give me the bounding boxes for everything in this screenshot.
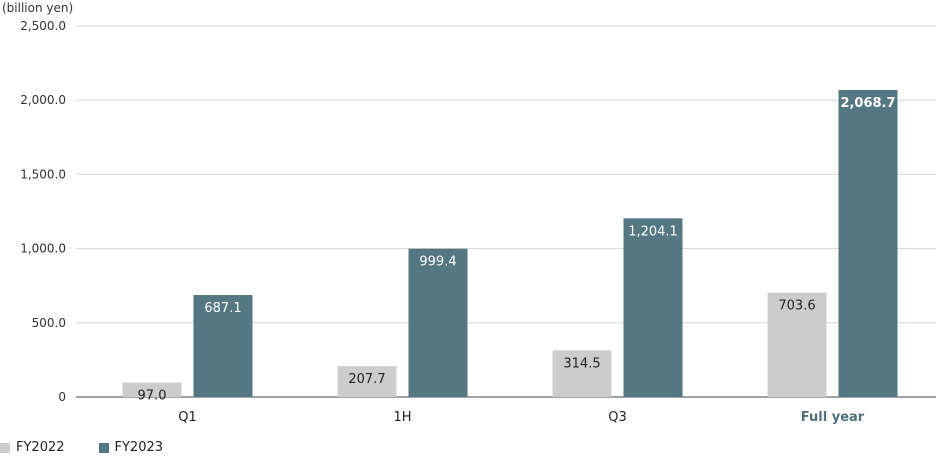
legend: FY2022 FY2023 xyxy=(0,440,197,455)
x-tick-label: 1H xyxy=(393,410,411,425)
legend-item-fy2022: FY2022 xyxy=(0,440,65,455)
bar-value-label: 314.5 xyxy=(563,356,600,371)
bars xyxy=(122,90,898,398)
x-tick-labels: Q1 1H Q3 Full year xyxy=(178,410,865,425)
bar-fy2022-q3 xyxy=(552,350,612,397)
bar-value-label: 1,204.1 xyxy=(628,224,678,239)
legend-label-fy2022: FY2022 xyxy=(16,440,65,455)
x-tick-label: Full year xyxy=(801,410,865,425)
y-tick-label: 2,000.0 xyxy=(20,93,66,107)
bar-fy2023-q1 xyxy=(193,295,253,397)
legend-item-fy2023: FY2023 xyxy=(98,440,164,455)
bar-value-label: 999.4 xyxy=(419,255,456,270)
y-tick-label: 1,000.0 xyxy=(20,242,66,256)
y-tick-label: 1,500.0 xyxy=(20,167,66,181)
bar-value-label: 2,068.7 xyxy=(840,96,895,111)
bar-fy2023-full-year xyxy=(838,90,898,398)
bar-fy2022-q1 xyxy=(122,382,182,397)
bar-value-label: 207.7 xyxy=(348,372,385,387)
legend-label-fy2023: FY2023 xyxy=(114,440,164,455)
bar-value-label: 687.1 xyxy=(204,301,241,316)
bar-fy2022-full-year xyxy=(767,292,827,397)
y-axis-unit-label: (billion yen) xyxy=(2,1,73,15)
bar-value-label: 703.6 xyxy=(778,299,815,314)
bar-chart: (billion yen) 0 500.0 1,000.0 1,500.0 2,000.… xyxy=(2,1,936,425)
bar-value-labels: 97.0 687.1 207.7 999.4 314.5 1,204.1 703.6 2,06… xyxy=(138,96,896,404)
y-tick-label: 2,500.0 xyxy=(20,19,66,33)
bar-fy2022-1h xyxy=(337,366,397,397)
legend-swatch-fy2023 xyxy=(98,442,109,453)
bar-value-label: 97.0 xyxy=(138,389,167,404)
bar-fy2023-1h xyxy=(408,248,468,397)
y-tick-label: 0 xyxy=(58,390,66,404)
y-tick-labels: 0 500.0 1,000.0 1,500.0 2,000.0 2,500.0 xyxy=(20,19,66,404)
legend-swatch-fy2022 xyxy=(0,442,10,453)
y-tick-label: 500.0 xyxy=(32,316,66,330)
x-tick-label: Q3 xyxy=(608,410,627,425)
bar-fy2023-q3 xyxy=(623,218,683,397)
x-tick-label: Q1 xyxy=(178,410,197,425)
